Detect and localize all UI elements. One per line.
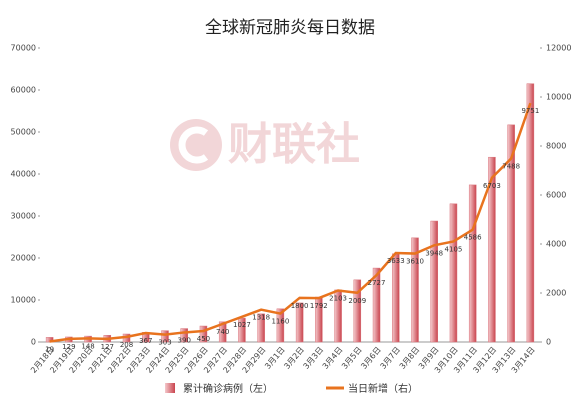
bar bbox=[392, 253, 400, 343]
data-label: 9751 bbox=[521, 107, 539, 115]
data-label: 2009 bbox=[348, 297, 366, 305]
data-label: 367 bbox=[139, 337, 152, 345]
y2-tick-label: 10000 bbox=[546, 93, 571, 102]
data-label: 1160 bbox=[271, 318, 289, 326]
y-tick-label: 30000 bbox=[11, 212, 36, 221]
bar bbox=[353, 279, 362, 343]
watermark-logo bbox=[170, 119, 222, 171]
line bbox=[49, 102, 532, 343]
y2-tick-label: 6000 bbox=[546, 191, 566, 200]
data-label: 3610 bbox=[406, 258, 424, 266]
bar bbox=[180, 328, 188, 343]
bar bbox=[257, 313, 265, 343]
y2-tick-label: 4000 bbox=[546, 240, 566, 249]
watermark: 财联社 bbox=[228, 119, 360, 170]
bar bbox=[276, 308, 285, 343]
data-label: 740 bbox=[216, 328, 229, 336]
data-label: 1027 bbox=[233, 321, 251, 329]
bar bbox=[468, 184, 477, 343]
data-label: 1800 bbox=[291, 302, 309, 310]
data-label: 3948 bbox=[425, 249, 443, 257]
legend-swatch bbox=[165, 383, 175, 393]
data-label: 4586 bbox=[464, 234, 482, 242]
data-label: 208 bbox=[120, 341, 133, 349]
y2-tick-label: 12000 bbox=[546, 44, 571, 53]
data-label: 19 bbox=[45, 346, 54, 354]
data-label: 3633 bbox=[387, 257, 405, 265]
data-label: 7488 bbox=[502, 163, 520, 171]
bar bbox=[507, 124, 515, 343]
data-label: 2103 bbox=[329, 294, 347, 302]
data-label: 127 bbox=[101, 343, 114, 351]
y-tick-label: 40000 bbox=[11, 170, 36, 179]
chart-title: 全球新冠肺炎每日数据 bbox=[205, 18, 375, 38]
data-label: 303 bbox=[158, 339, 171, 347]
y-tick-label: 20000 bbox=[11, 254, 36, 263]
y-tick-label: 60000 bbox=[11, 86, 36, 95]
data-label: 129 bbox=[62, 343, 75, 351]
y-tick-label: 70000 bbox=[11, 44, 36, 53]
data-label: 6703 bbox=[483, 182, 501, 190]
bar bbox=[45, 337, 54, 343]
y2-tick-label: 0 bbox=[546, 338, 551, 347]
y2-tick-label: 2000 bbox=[546, 289, 566, 298]
y-tick-label: 0 bbox=[31, 338, 36, 347]
bar bbox=[295, 302, 304, 343]
legend-label: 累计确诊病例（左） bbox=[183, 382, 273, 395]
legend-label: 当日新增（右） bbox=[348, 382, 418, 395]
bar bbox=[526, 83, 535, 343]
bar bbox=[199, 325, 208, 343]
data-label: 4105 bbox=[445, 245, 463, 253]
data-label: 450 bbox=[197, 335, 210, 343]
bar bbox=[411, 237, 419, 343]
bar bbox=[161, 330, 169, 343]
data-label: 390 bbox=[178, 336, 191, 344]
bar bbox=[488, 156, 496, 343]
data-label: 2727 bbox=[368, 279, 386, 287]
bar bbox=[430, 220, 438, 343]
bar bbox=[218, 321, 227, 343]
data-label: 1318 bbox=[252, 314, 270, 322]
y-tick-label: 10000 bbox=[11, 296, 36, 305]
y2-tick-label: 8000 bbox=[546, 142, 566, 151]
bar bbox=[372, 267, 381, 343]
bar bbox=[449, 203, 458, 343]
data-label: 1792 bbox=[310, 302, 328, 310]
y-tick-label: 50000 bbox=[11, 128, 36, 137]
data-label: 148 bbox=[81, 342, 94, 350]
